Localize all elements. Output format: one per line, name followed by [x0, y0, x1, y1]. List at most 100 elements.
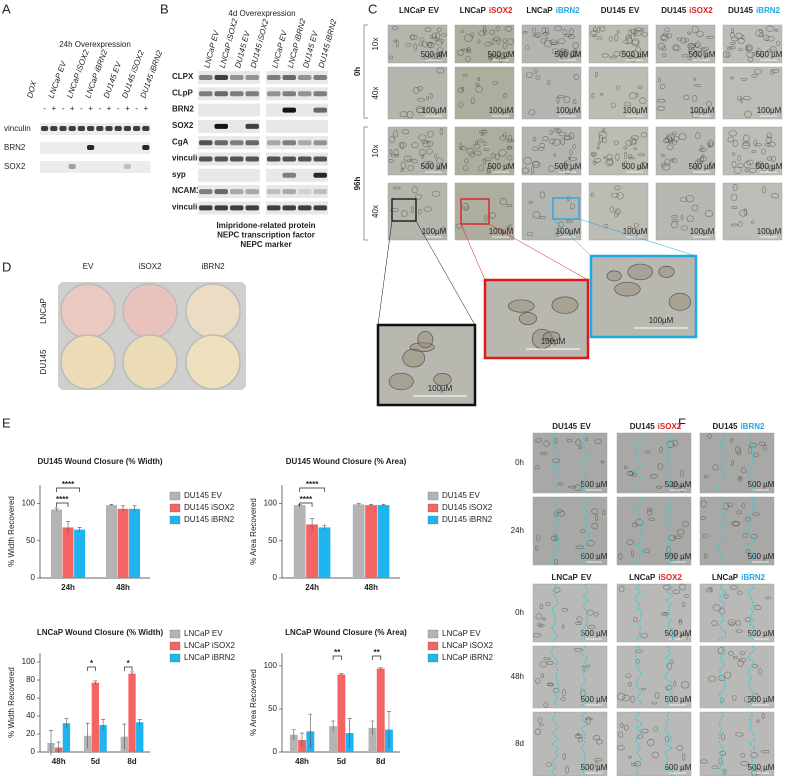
blot-strip [266, 185, 328, 199]
scale-bar-label: 500 µM [622, 50, 649, 59]
row-bracket [363, 24, 368, 119]
blot-band [199, 91, 213, 97]
panel-label: A [2, 1, 11, 16]
error-bar [356, 503, 361, 506]
cell [740, 77, 748, 82]
cell [388, 159, 394, 163]
blot-band [123, 164, 131, 169]
cell [671, 219, 679, 223]
cell [766, 156, 773, 161]
cell [680, 225, 689, 231]
wound-edge [747, 432, 756, 494]
cell [759, 29, 763, 34]
header-cell: LNCaP [399, 6, 426, 15]
cell [704, 553, 708, 559]
cell [426, 96, 429, 101]
cell [421, 154, 424, 159]
bar [306, 524, 318, 578]
cell [656, 98, 666, 103]
error-bar [339, 673, 344, 676]
cell [531, 27, 537, 34]
cell [668, 292, 692, 311]
blot-band [230, 205, 244, 211]
blot-band [298, 75, 312, 80]
scale-bar-label: 100µM [489, 227, 514, 236]
error-bar [331, 720, 336, 732]
scale-bar-label: 100µM [757, 106, 782, 115]
blot-row-label: BRN2 [172, 105, 194, 114]
y-axis-label: % Width Recovered [7, 667, 16, 738]
cell [390, 208, 399, 212]
blot-band [267, 75, 281, 80]
cell [610, 102, 616, 108]
wound-edge [550, 711, 560, 776]
cell [731, 28, 734, 34]
scale-bar-label: 500 µM [581, 552, 608, 561]
cell [736, 590, 743, 595]
cell [551, 48, 559, 54]
cell [769, 46, 777, 53]
cell [694, 41, 702, 48]
cell [666, 133, 675, 141]
cell [594, 761, 599, 767]
wound-edge [580, 645, 590, 707]
cell [521, 167, 529, 174]
cell [508, 224, 512, 230]
legend-swatch [169, 653, 181, 663]
cell [549, 138, 556, 145]
cell [673, 680, 677, 687]
y-tick-label: 50 [26, 536, 35, 545]
cell [590, 192, 594, 197]
cell [591, 522, 598, 530]
cell [483, 29, 487, 35]
cell [618, 731, 624, 738]
blot-row-label: CLPX [172, 72, 194, 81]
scale-bar-label: 500 µM [488, 50, 515, 59]
cell [658, 77, 661, 83]
cell [673, 535, 683, 539]
cell [628, 682, 632, 687]
cell [671, 215, 678, 218]
cell [411, 142, 419, 149]
cell [699, 759, 708, 764]
cell [568, 132, 575, 140]
cell [537, 717, 543, 724]
cell [538, 624, 545, 628]
cell [435, 39, 443, 46]
cell [609, 55, 618, 59]
blot-band [230, 156, 244, 162]
cell [555, 128, 562, 133]
cell [657, 106, 665, 111]
blot-band [313, 205, 327, 211]
cell [752, 52, 758, 57]
cell [469, 151, 475, 158]
cell [405, 43, 412, 47]
cell [700, 500, 707, 508]
cell [580, 529, 586, 534]
cell [564, 135, 573, 141]
cell [735, 732, 744, 737]
cell [625, 36, 633, 45]
cell [693, 84, 702, 87]
significance-bracket [332, 655, 342, 660]
micrograph [521, 182, 582, 241]
cell [507, 155, 513, 161]
cell [703, 533, 708, 539]
scale-bar-label: 500 µM [689, 50, 716, 59]
significance-label: ** [334, 648, 341, 657]
cell [704, 210, 714, 218]
cell [750, 752, 759, 759]
cell [740, 753, 746, 758]
scale-bar-label: 100µM [422, 106, 447, 115]
wound-edge [550, 496, 560, 566]
cell [666, 33, 673, 39]
cell [755, 29, 764, 37]
cell [641, 32, 648, 37]
cell [549, 129, 553, 135]
column-header: DU145 iSOX2 [661, 6, 713, 15]
cell [587, 624, 596, 630]
legend-label: DU145 EV [442, 491, 480, 500]
cell [679, 633, 689, 641]
legend-label: LNCaP iBRN2 [184, 653, 236, 662]
cell [730, 193, 738, 201]
